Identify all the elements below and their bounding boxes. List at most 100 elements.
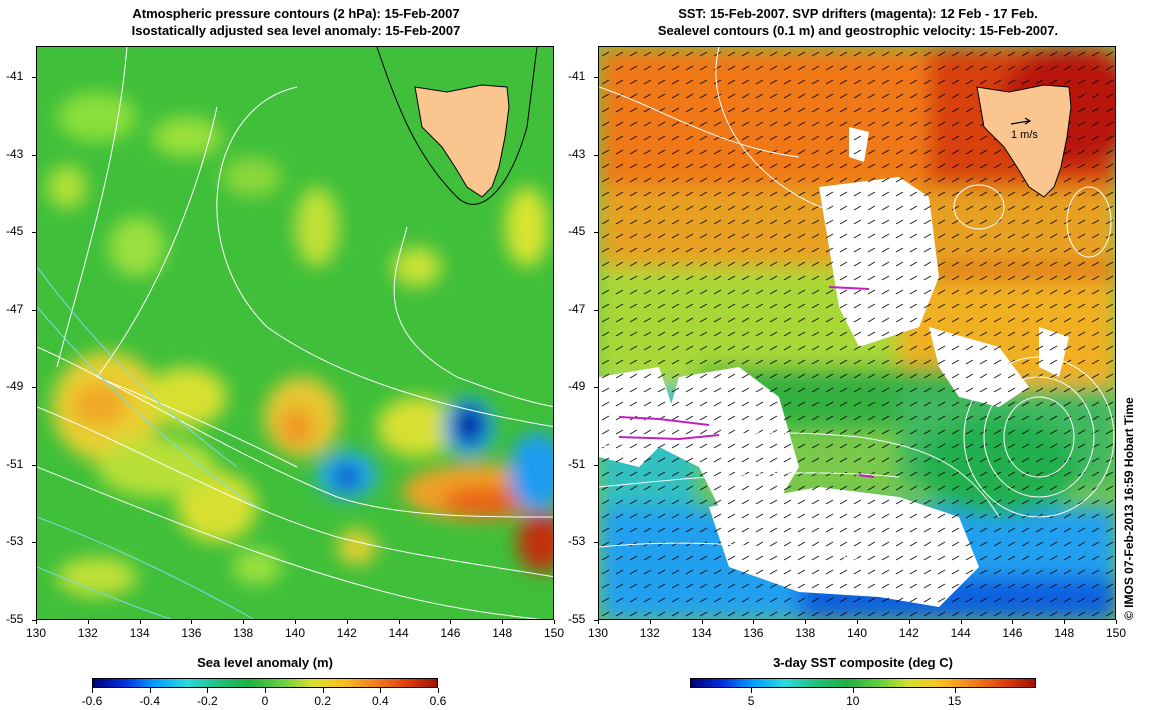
right-x-tick-label: 138	[795, 626, 816, 640]
left-x-tick-label: 144	[388, 626, 409, 640]
sst-colorbar	[690, 678, 1036, 688]
left-y-tick-mark	[32, 232, 36, 234]
tasmania-land-right	[976, 84, 1072, 198]
right-x-tick-mark	[960, 620, 962, 624]
right-x-tick-mark	[1116, 620, 1117, 624]
right-colorbar-tick-mark	[852, 688, 854, 693]
right-y-tick-mark	[594, 387, 598, 389]
left-y-tick-label: -41	[6, 69, 24, 84]
right-colorbar-tick-mark	[751, 688, 753, 693]
right-x-tick-label: 148	[1054, 626, 1075, 640]
left-colorbar-tick-mark	[149, 688, 151, 693]
anomaly-color-field	[47, 92, 553, 597]
left-y-tick-mark	[32, 542, 36, 544]
left-title-line-1: Atmospheric pressure contours (2 hPa): 1…	[132, 6, 460, 21]
left-colorbar-tick-label: 0.2	[314, 694, 331, 708]
right-x-tick-mark	[598, 620, 599, 624]
left-y-tick-label: -53	[6, 534, 24, 549]
right-map-title: SST: 15-Feb-2007. SVP drifters (magenta)…	[598, 5, 1118, 39]
right-x-tick-label: 130	[588, 626, 609, 640]
left-colorbar-tick-mark	[207, 688, 209, 693]
right-y-tick-label: -45	[568, 224, 586, 239]
left-y-tick-mark	[32, 387, 36, 389]
right-y-tick-label: -47	[568, 301, 586, 316]
left-x-tick-mark	[295, 620, 296, 624]
right-y-tick-mark	[594, 464, 598, 466]
left-y-tick-mark	[32, 154, 36, 156]
left-colorbar-tick-label: -0.2	[196, 694, 218, 708]
left-x-tick-mark	[398, 620, 400, 624]
sst-map: 1 m/s	[598, 46, 1116, 620]
right-x-tick-mark	[1012, 620, 1014, 624]
right-x-tick-mark	[857, 620, 858, 624]
sst-map-graphic: 1 m/s	[599, 47, 1115, 619]
right-x-tick-mark	[805, 620, 807, 624]
right-y-tick-label: -53	[568, 534, 586, 549]
left-x-tick-mark	[139, 620, 141, 624]
left-colorbar-title: Sea level anomaly (m)	[197, 655, 333, 670]
left-x-tick-label: 146	[440, 626, 461, 640]
left-title-line-2: Isostatically adjusted sea level anomaly…	[131, 23, 461, 38]
sea-level-anomaly-map	[36, 46, 554, 620]
left-x-tick-mark	[87, 620, 89, 624]
right-y-tick-label: -49	[568, 379, 586, 394]
right-colorbar-tick-mark	[954, 688, 956, 693]
right-x-tick-label: 136	[743, 626, 764, 640]
right-y-tick-label: -41	[568, 69, 586, 84]
left-map-title: Atmospheric pressure contours (2 hPa): 1…	[36, 5, 556, 39]
left-x-tick-label: 142	[336, 626, 357, 640]
left-colorbar-tick-label: 0.6	[429, 694, 447, 708]
right-x-tick-label: 132	[639, 626, 660, 640]
left-x-tick-mark	[36, 620, 37, 624]
right-title-line-1: SST: 15-Feb-2007. SVP drifters (magenta)…	[678, 6, 1038, 21]
right-x-tick-label: 146	[1002, 626, 1023, 640]
left-x-tick-label: 150	[544, 626, 565, 640]
right-y-tick-label: -51	[568, 456, 586, 471]
svp-drifter-tracks	[618, 286, 875, 478]
left-x-tick-label: 130	[26, 626, 47, 640]
right-x-tick-label: 142	[898, 626, 919, 640]
left-x-tick-label: 138	[233, 626, 254, 640]
left-y-tick-label: -49	[6, 379, 24, 394]
left-y-tick-mark	[32, 309, 36, 311]
left-colorbar-tick-mark	[380, 688, 382, 693]
left-colorbar-tick-label: -0.6	[81, 694, 103, 708]
pressure-contours-cyan	[37, 266, 258, 619]
left-colorbar-tick-label: 0	[261, 694, 269, 708]
left-y-tick-mark	[32, 464, 36, 466]
imos-credit: © IMOS 07-Feb-2013 16:59 Hobart Time	[1122, 397, 1136, 620]
left-colorbar-tick-mark	[92, 688, 93, 693]
left-x-tick-mark	[346, 620, 348, 624]
right-x-tick-mark	[649, 620, 651, 624]
left-y-tick-label: -51	[6, 456, 24, 471]
left-x-tick-label: 140	[285, 626, 306, 640]
right-x-tick-mark	[701, 620, 703, 624]
right-colorbar-tick-label: 10	[846, 694, 860, 708]
velocity-scale-arrow	[1010, 117, 1032, 125]
left-x-tick-mark	[554, 620, 555, 624]
right-x-tick-label: 144	[950, 626, 971, 640]
sealevel-contours	[599, 47, 1115, 568]
right-x-tick-label: 140	[847, 626, 868, 640]
right-y-tick-label: -43	[568, 146, 586, 161]
left-y-tick-mark	[32, 77, 36, 79]
left-y-tick-label: -55	[6, 612, 24, 626]
right-y-tick-mark	[594, 620, 598, 621]
right-title-line-2: Sealevel contours (0.1 m) and geostrophi…	[657, 23, 1059, 38]
right-x-tick-label: 134	[691, 626, 712, 640]
left-x-tick-mark	[191, 620, 193, 624]
pressure-contours	[37, 47, 553, 619]
right-y-tick-mark	[594, 309, 598, 311]
right-x-tick-label: 150	[1106, 626, 1127, 640]
left-colorbar-tick-label: -0.4	[139, 694, 160, 708]
left-x-tick-mark	[243, 620, 245, 624]
left-colorbar-tick-mark	[322, 688, 324, 693]
velocity-scale-label: 1 m/s	[1011, 129, 1038, 141]
left-y-tick-mark	[32, 620, 36, 621]
tasmania-land	[414, 84, 510, 198]
right-x-tick-mark	[908, 620, 910, 624]
left-colorbar-tick-mark	[265, 688, 266, 693]
right-colorbar-title: 3-day SST composite (deg C)	[773, 655, 953, 670]
sea-level-anomaly-map-graphic	[37, 47, 553, 619]
left-x-tick-label: 134	[129, 626, 150, 640]
